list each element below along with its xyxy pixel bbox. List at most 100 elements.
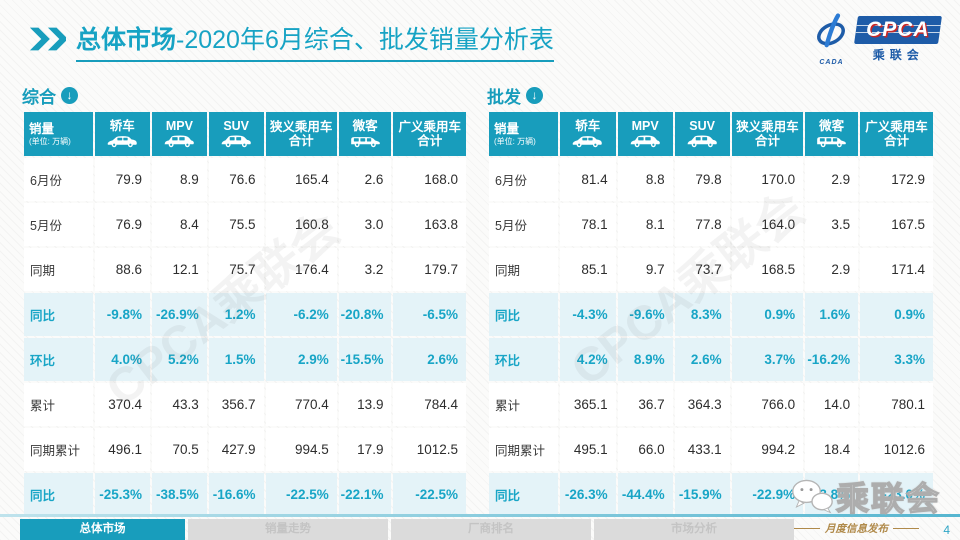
table-row: 累计 365.1 36.7 364.3 766.0 14.0 780.1 xyxy=(489,383,933,426)
column-header: 广义乘用车合计 xyxy=(860,112,933,156)
value-cell: 171.4 xyxy=(860,248,933,291)
section-title-comprehensive: 综合 xyxy=(22,87,56,107)
value-cell: 0.9% xyxy=(731,293,804,336)
value-cell: 8.1 xyxy=(617,203,673,246)
value-cell: 170.0 xyxy=(731,158,804,201)
column-header: 轿车 xyxy=(559,112,616,156)
value-cell: 3.7% xyxy=(731,338,804,381)
sales-header-unit: (单位: 万辆) xyxy=(494,136,536,146)
value-cell: 3.0 xyxy=(338,203,392,246)
cpca-box: CPCA xyxy=(854,15,942,44)
value-cell: 0.9% xyxy=(860,293,933,336)
value-cell: -9.6% xyxy=(617,293,673,336)
table-row: 5月份 78.1 8.1 77.8 164.0 3.5 167.5 xyxy=(489,203,933,246)
value-cell: 2.6% xyxy=(393,338,466,381)
page-title-rest: -2020年6月综合、批发销量分析表 xyxy=(176,26,554,54)
watermark-sub-text: 月度信息发布 xyxy=(825,523,888,535)
column-header: MPV xyxy=(617,112,673,156)
value-cell: -20.8% xyxy=(338,293,392,336)
sales-header-title: 销量 xyxy=(29,122,55,137)
suv-icon xyxy=(676,135,729,149)
value-cell: 784.4 xyxy=(393,383,466,426)
value-cell: 176.4 xyxy=(265,248,337,291)
value-cell: 1012.5 xyxy=(393,428,466,471)
circle-down-arrow-icon: ↓ xyxy=(61,86,78,104)
row-label: 环比 xyxy=(24,338,93,381)
value-cell: 43.3 xyxy=(152,383,207,426)
value-cell: 1012.6 xyxy=(860,428,933,471)
row-label: 5月份 xyxy=(489,203,558,246)
value-cell: 4.2% xyxy=(559,338,616,381)
value-cell: 1.2% xyxy=(208,293,264,336)
column-header: 广义乘用车合计 xyxy=(393,112,466,156)
value-cell: 365.1 xyxy=(559,383,616,426)
value-cell: 1.6% xyxy=(805,293,859,336)
value-cell: 76.9 xyxy=(94,203,151,246)
suv-icon xyxy=(210,135,263,149)
row-label: 同比 xyxy=(489,293,558,336)
cpca-logo: CADA CPCA 乘联会 xyxy=(811,12,942,66)
row-label: 6月份 xyxy=(489,158,558,201)
cpca-sub-text: 乘联会 xyxy=(872,47,924,62)
table-row: 同期累计 495.1 66.0 433.1 994.2 18.4 1012.6 xyxy=(489,428,933,471)
tab-market-analysis[interactable]: 市场分析 xyxy=(594,519,794,540)
value-cell: 160.8 xyxy=(265,203,337,246)
value-cell: 8.9% xyxy=(617,338,673,381)
table-row: 6月份 79.9 8.9 76.6 165.4 2.6 168.0 xyxy=(24,158,466,201)
tab-overall-market[interactable]: 总体市场 xyxy=(20,519,185,540)
value-cell: 36.7 xyxy=(617,383,673,426)
value-cell: 79.9 xyxy=(94,158,151,201)
tab-sales-trend[interactable]: 销量走势 xyxy=(188,519,388,540)
table-row: 同期 88.6 12.1 75.7 176.4 3.2 179.7 xyxy=(24,248,466,291)
value-cell: 3.5 xyxy=(805,203,859,246)
value-cell: 770.4 xyxy=(265,383,337,426)
column-header: SUV xyxy=(674,112,730,156)
column-header: 微客 xyxy=(338,112,392,156)
watermark-brand-text: 乘联会 xyxy=(835,479,941,517)
column-header: 狭义乘用车合计 xyxy=(265,112,337,156)
value-cell: 18.4 xyxy=(805,428,859,471)
value-cell: 8.9 xyxy=(152,158,207,201)
value-cell: 77.8 xyxy=(674,203,730,246)
row-label: 同比 xyxy=(489,473,558,516)
value-cell: 85.1 xyxy=(559,248,616,291)
table-row: 环比 4.2% 8.9% 2.6% 3.7% -16.2% 3.3% xyxy=(489,338,933,381)
row-label: 同期 xyxy=(489,248,558,291)
value-cell: 433.1 xyxy=(674,428,730,471)
value-cell: 766.0 xyxy=(731,383,804,426)
comprehensive-table: 销量 (单位: 万辆) 轿车 MPV SUV 狭义乘用车合计 微客 广义乘用车合计 6月份… xyxy=(22,110,468,518)
value-cell: -22.9% xyxy=(731,473,804,516)
row-label: 累计 xyxy=(24,383,93,426)
value-cell: 70.5 xyxy=(152,428,207,471)
tab-manufacturer-ranking[interactable]: 厂商排名 xyxy=(391,519,591,540)
value-cell: -16.2% xyxy=(805,338,859,381)
value-cell: 14.0 xyxy=(805,383,859,426)
value-cell: 3.2 xyxy=(338,248,392,291)
value-cell: -22.5% xyxy=(265,473,337,516)
value-cell: -16.6% xyxy=(208,473,264,516)
value-cell: 13.9 xyxy=(338,383,392,426)
value-cell: 17.9 xyxy=(338,428,392,471)
value-cell: 164.0 xyxy=(731,203,804,246)
value-cell: -25.3% xyxy=(94,473,151,516)
footer-tab-bar: 总体市场 销量走势 厂商排名 市场分析 xyxy=(20,519,794,540)
value-cell: -22.1% xyxy=(338,473,392,516)
value-cell: 79.8 xyxy=(674,158,730,201)
row-label: 同期累计 xyxy=(489,428,558,471)
value-cell: 75.7 xyxy=(208,248,264,291)
wechat-watermark: 乘联会 月度信息发布 xyxy=(790,472,960,536)
cada-text: CADA xyxy=(819,59,844,66)
row-label: 同比 xyxy=(24,293,93,336)
circle-down-arrow-icon: ↓ xyxy=(526,86,543,104)
row-label: 同期 xyxy=(24,248,93,291)
table-row: 6月份 81.4 8.8 79.8 170.0 2.9 172.9 xyxy=(489,158,933,201)
value-cell: 364.3 xyxy=(674,383,730,426)
table-row: 同比-26.3%-44.4%-15.9%-22.9%-23.8%-23.0% xyxy=(489,473,933,516)
value-cell: 8.4 xyxy=(152,203,207,246)
value-cell: -38.5% xyxy=(152,473,207,516)
value-cell: 1.5% xyxy=(208,338,264,381)
page-number: 4 xyxy=(943,523,950,537)
double-chevron-icon xyxy=(28,26,68,57)
value-cell: -26.3% xyxy=(559,473,616,516)
value-cell: 994.5 xyxy=(265,428,337,471)
